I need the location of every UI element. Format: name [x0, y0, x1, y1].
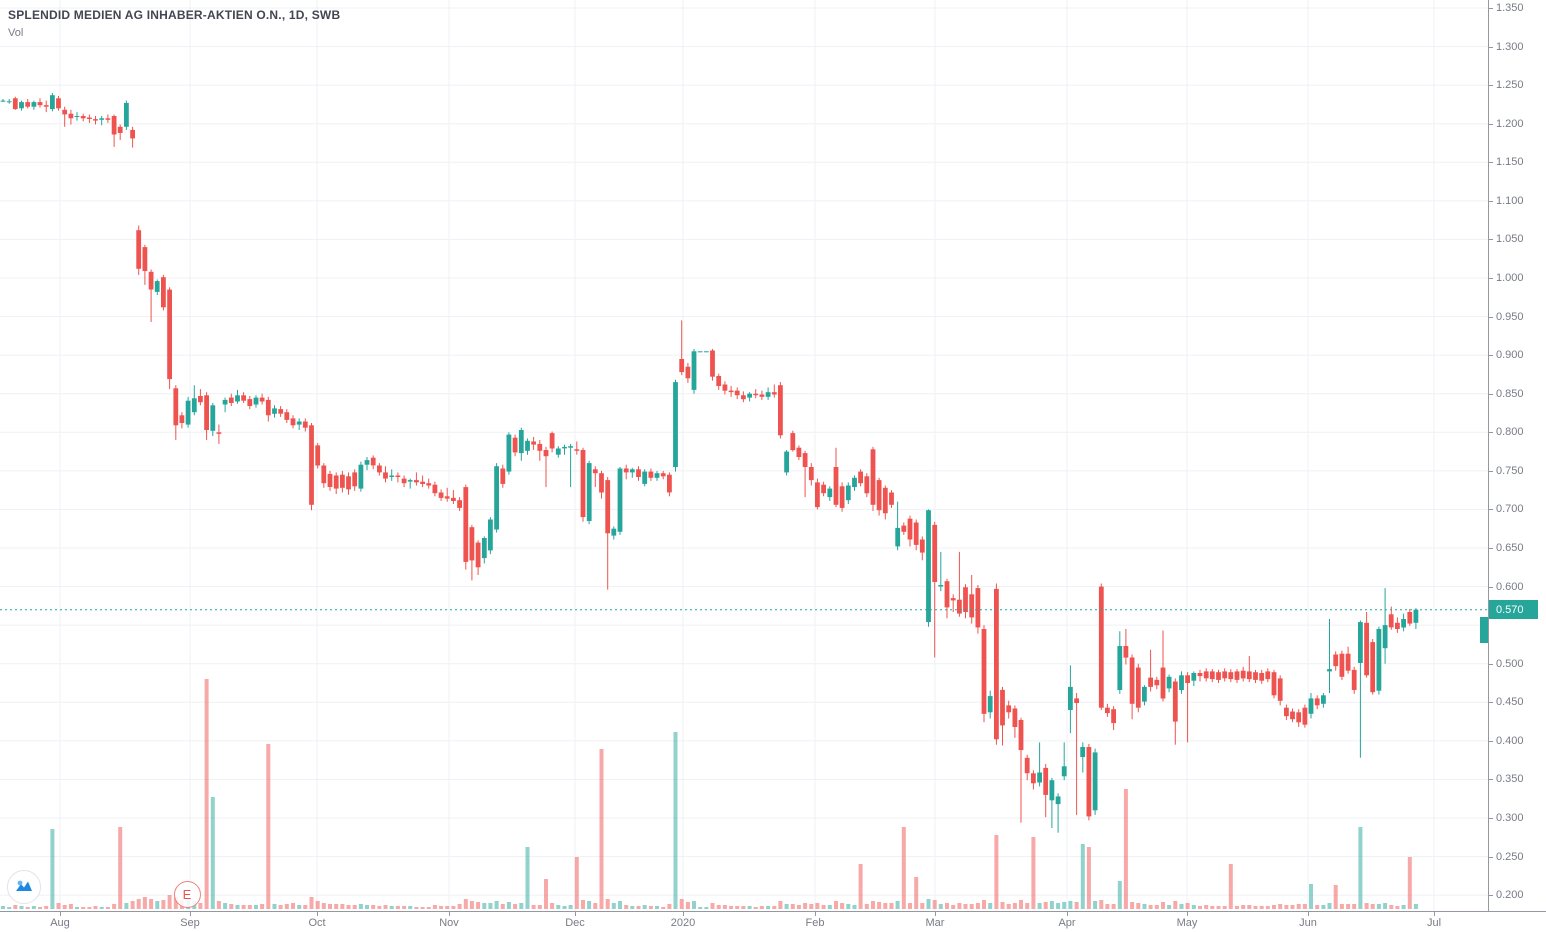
time-tick-mark	[815, 912, 816, 916]
time-tick-mark	[575, 912, 576, 916]
price-tick-label: 1.350	[1496, 2, 1524, 14]
price-tick-label: 0.950	[1496, 310, 1524, 323]
price-tick-label: 0.750	[1496, 464, 1524, 477]
price-tick-label: 1.200	[1496, 117, 1524, 130]
price-tick-mark	[1489, 8, 1493, 9]
time-tick-label-may: May	[1176, 917, 1198, 929]
time-tick-mark	[60, 912, 61, 916]
time-tick-label-jul: Jul	[1426, 917, 1442, 929]
price-tick-mark	[1489, 355, 1493, 357]
volume-indicator-label[interactable]: Vol	[8, 27, 24, 39]
price-tick-label: 0.500	[1496, 657, 1524, 670]
price-tick-label: 0.700	[1496, 503, 1524, 516]
price-tick-mark	[1489, 46, 1493, 48]
price-tick-label: 1.100	[1496, 194, 1524, 207]
price-axis[interactable]: 0.570 1.350 1.300 1.250 1.200 1.150 1.100 1.05…	[1488, 0, 1546, 911]
price-tick-label: 0.250	[1496, 850, 1524, 863]
price-tick-mark	[1489, 85, 1493, 87]
chart-header: SPLENDID MEDIEN AG INHABER-AKTIEN O.N., …	[8, 8, 340, 39]
price-tick-mark	[1489, 740, 1493, 742]
price-tick-mark	[1489, 470, 1493, 472]
price-tick-mark	[1489, 162, 1493, 164]
price-tick-mark	[1489, 779, 1493, 781]
time-tick-mark	[1308, 912, 1309, 916]
price-tick-mark	[1489, 200, 1493, 202]
edge-forming-candle	[1480, 617, 1488, 643]
time-tick-mark	[1187, 912, 1188, 916]
price-tick-mark	[1489, 856, 1493, 858]
price-tick-label: 0.900	[1496, 349, 1524, 362]
price-tick-mark	[1489, 702, 1493, 704]
grid-layer	[0, 0, 1488, 911]
price-tick-mark	[1489, 123, 1493, 125]
time-tick-mark	[935, 912, 936, 916]
tradingview-logo-icon[interactable]	[7, 870, 41, 904]
time-tick-label-apr: Apr	[1058, 917, 1076, 929]
time-tick-mark	[190, 912, 191, 916]
price-tick-label: 0.800	[1496, 426, 1524, 439]
price-tick-mark	[1489, 509, 1493, 511]
price-tick-label: 0.450	[1496, 696, 1524, 709]
price-tick-mark	[1489, 895, 1493, 897]
time-tick-mark	[683, 912, 684, 916]
time-tick-label-dec: Dec	[565, 917, 585, 929]
mountain-chart-icon	[16, 880, 32, 891]
time-tick-mark	[1067, 912, 1068, 916]
candles-layer	[0, 92, 1419, 833]
last-price-label: 0.570	[1489, 600, 1538, 620]
price-tick-label: 0.300	[1496, 812, 1524, 824]
time-tick-label-sep: Sep	[180, 917, 200, 929]
time-tick-label-nov: Nov	[439, 917, 459, 929]
price-tick-label: 1.000	[1496, 272, 1524, 284]
time-tick-mark	[449, 912, 450, 916]
time-tick-label-2020: 2020	[670, 917, 696, 929]
volume-bars-layer	[1, 679, 1418, 909]
price-tick-label: 0.400	[1496, 734, 1524, 747]
price-tick-label: 1.050	[1496, 233, 1524, 246]
price-tick-label: 0.650	[1496, 542, 1524, 554]
price-tick-mark	[1489, 663, 1493, 665]
price-tick-mark	[1489, 393, 1493, 395]
price-tick-label: 1.300	[1496, 40, 1524, 53]
price-tick-mark	[1489, 586, 1493, 588]
price-tick-label: 0.850	[1496, 387, 1524, 400]
price-tick-label: 0.600	[1496, 580, 1524, 593]
price-tick-mark	[1489, 432, 1493, 434]
time-tick-label-mar: Mar	[925, 917, 945, 929]
time-tick-mark	[317, 912, 318, 916]
price-tick-mark	[1489, 278, 1493, 279]
price-tick-mark	[1489, 818, 1493, 819]
time-tick-label-aug: Aug	[50, 917, 70, 929]
price-tick-mark	[1489, 548, 1493, 549]
time-tick-label-oct: Oct	[308, 917, 326, 929]
time-tick-label-jun: Jun	[1299, 917, 1317, 929]
price-tick-label: 1.150	[1496, 156, 1524, 169]
time-tick-label-feb: Feb	[805, 917, 825, 929]
price-tick-mark	[1489, 316, 1493, 318]
price-tick-label: 1.250	[1496, 79, 1524, 92]
earnings-marker[interactable]: E	[173, 880, 201, 908]
price-tick-mark	[1489, 239, 1493, 241]
price-chart-canvas[interactable]	[0, 0, 1489, 911]
price-tick-label: 0.350	[1496, 773, 1524, 786]
symbol-title: SPLENDID MEDIEN AG INHABER-AKTIEN O.N., …	[8, 8, 341, 22]
time-axis[interactable]: Aug Sep Oct Nov Dec 2020 Feb Mar Apr May Jun Jul	[0, 911, 1546, 932]
price-tick-label: 0.200	[1496, 889, 1524, 902]
time-tick-mark	[1434, 912, 1435, 916]
